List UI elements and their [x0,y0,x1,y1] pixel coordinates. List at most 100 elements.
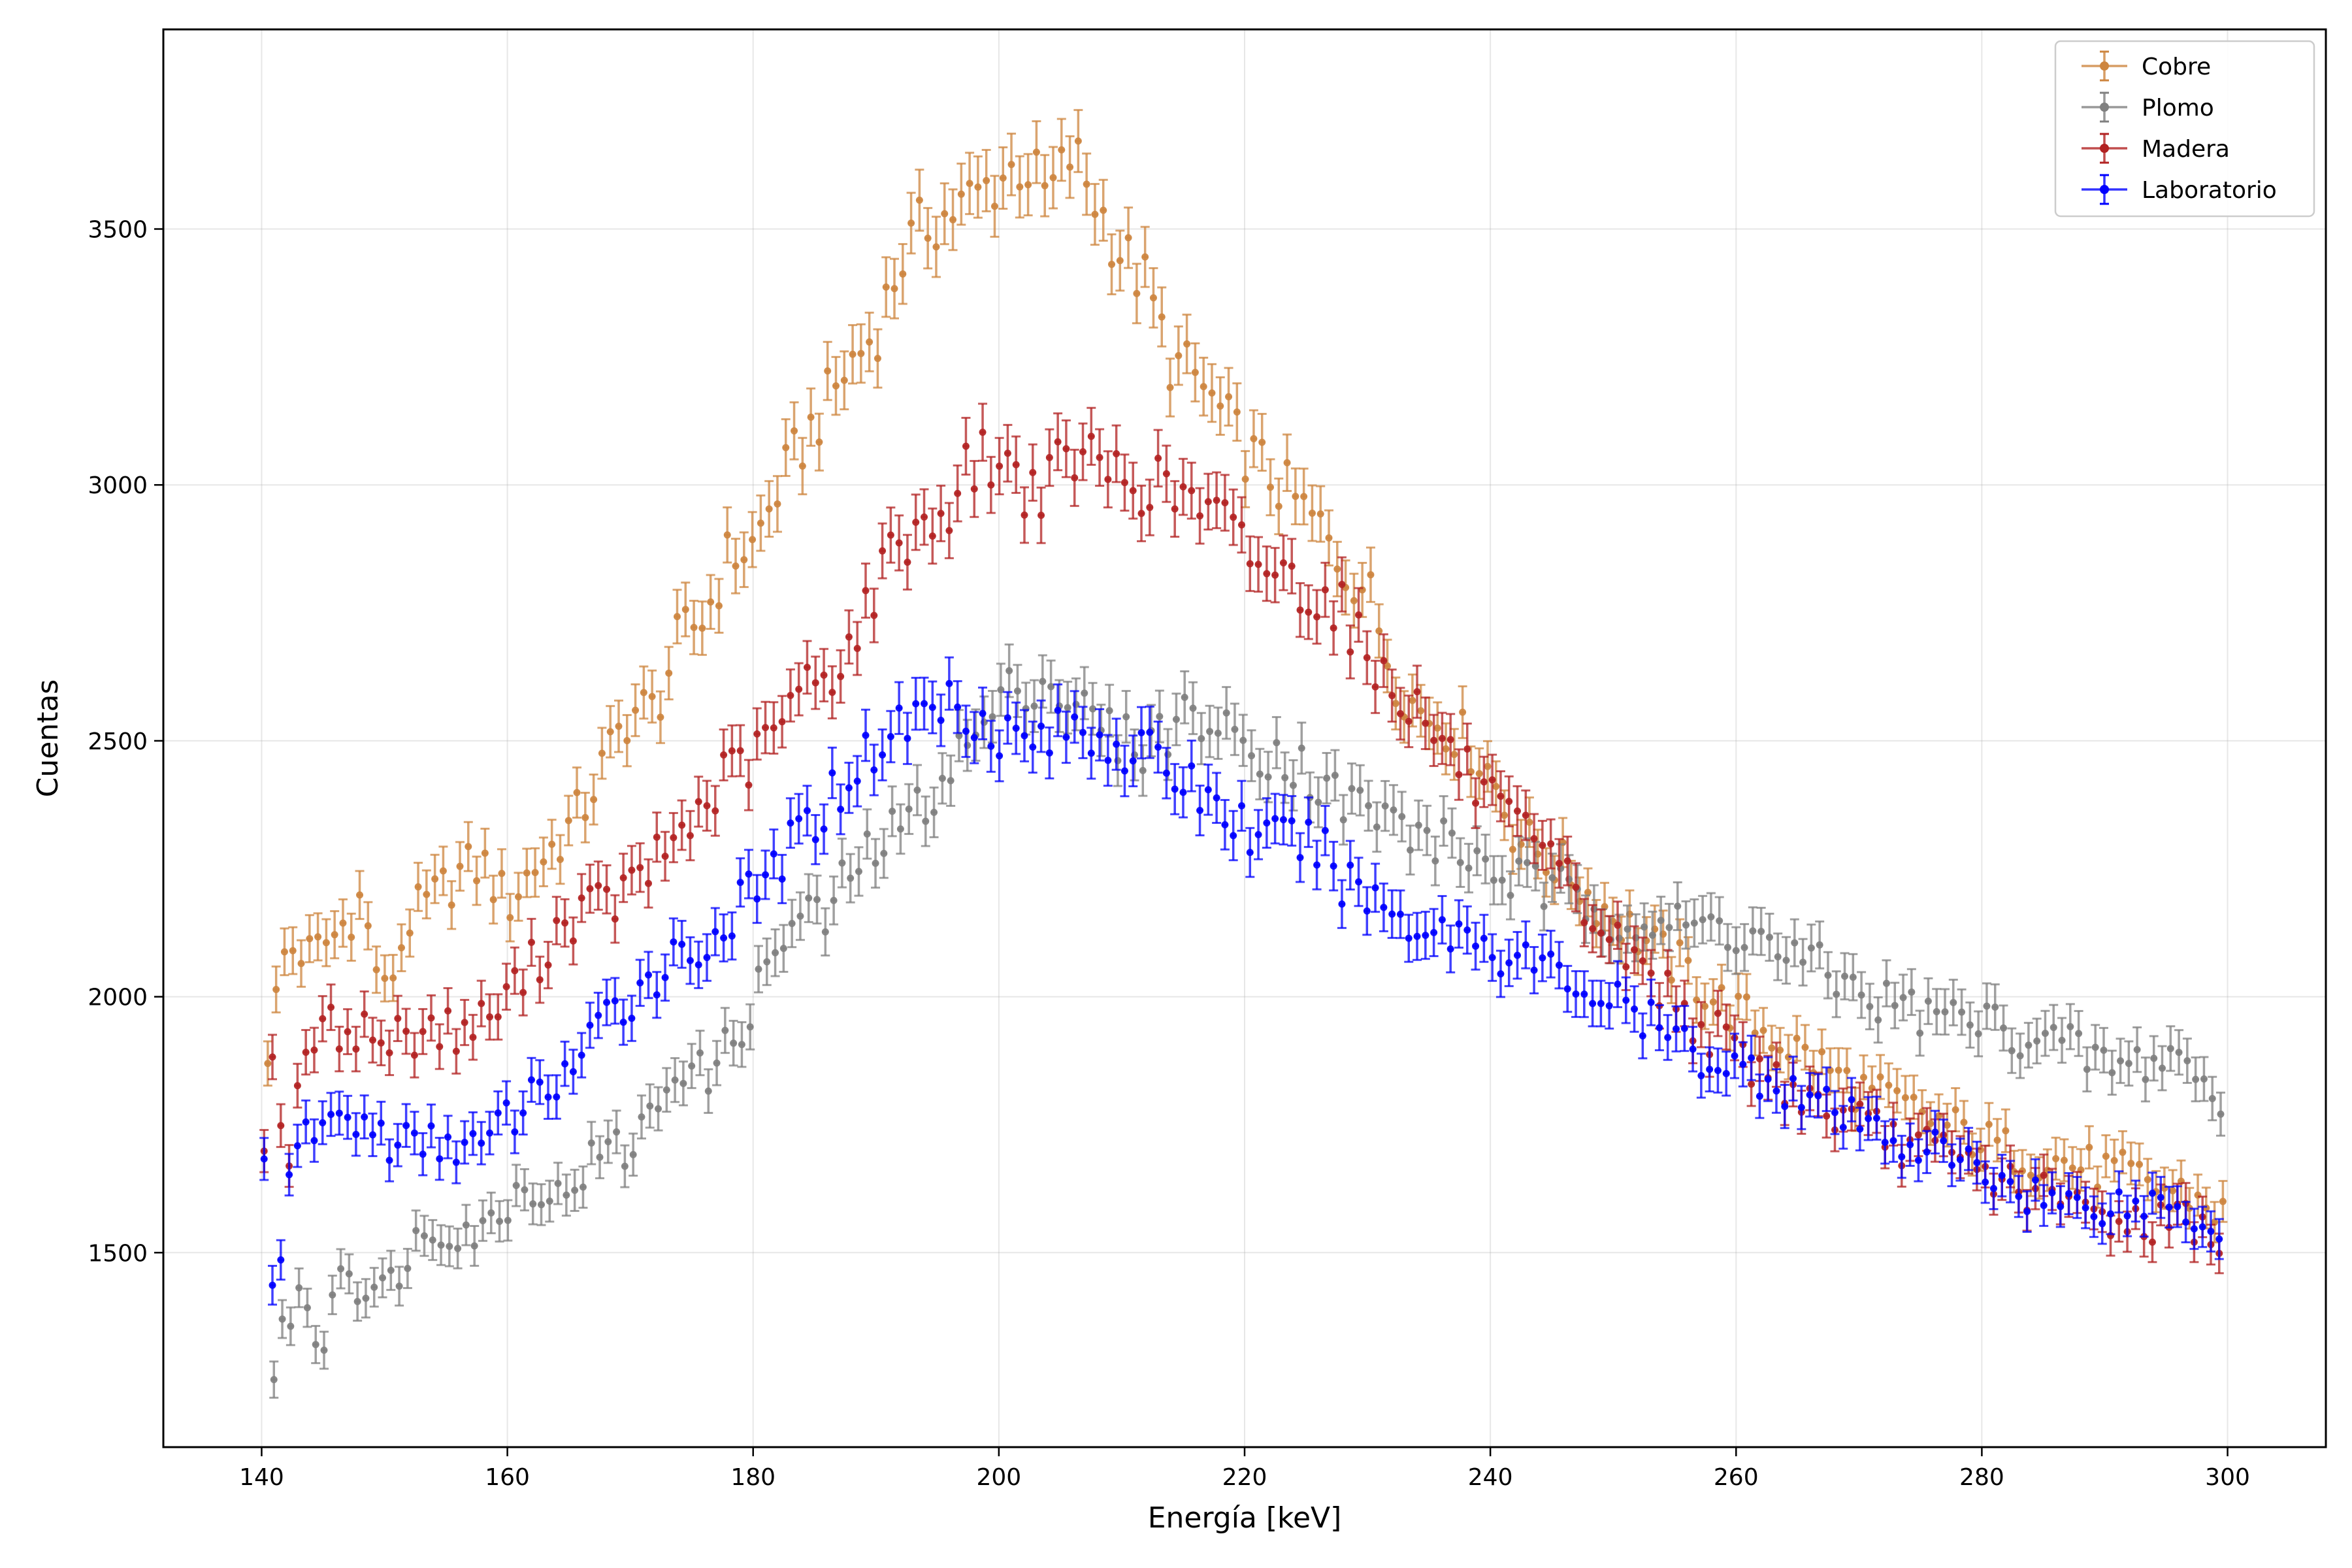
data-point [770,850,777,858]
data-point [983,176,990,184]
data-point [1791,939,1799,947]
data-point [795,815,803,823]
data-point [395,1282,403,1290]
data-point [1991,1004,1999,1011]
data-point [1965,1145,1972,1153]
data-point [2102,1152,2110,1160]
data-point [335,1045,343,1053]
data-point [2052,1154,2060,1162]
data-point [1430,928,1438,936]
data-point [1049,174,1057,182]
data-point [1371,884,1379,892]
data-point [1526,819,1533,826]
data-point [720,751,728,759]
data-point [302,1118,310,1126]
data-point [1714,1009,1722,1017]
data-point [1371,683,1379,691]
data-point [1807,944,1815,952]
data-point [1179,789,1187,796]
data-point [2040,1171,2048,1179]
data-point [870,612,878,619]
data-point [2023,1207,2031,1215]
data-point [462,1221,470,1229]
data-point [811,679,819,687]
data-point [679,1079,687,1087]
data-point [2000,1024,2008,1032]
data-point [2148,1189,2156,1197]
data-point [1484,762,1492,770]
data-point [412,1227,420,1235]
data-point [431,875,439,883]
data-point [937,717,945,725]
data-point [1146,728,1154,736]
data-point [1029,743,1037,751]
data-point [1405,717,1413,725]
data-point [1120,767,1128,775]
data-point [2148,1238,2156,1246]
data-point [295,1284,303,1292]
data-point [661,973,669,981]
data-point [487,1209,495,1217]
data-point [772,949,779,956]
data-point [1974,1030,1982,1037]
data-point [2041,1030,2049,1037]
data-point [370,1283,378,1291]
data-point [711,928,719,936]
data-point [1776,1046,1784,1054]
data-point [1264,773,1272,781]
data-point [595,882,602,890]
data-point [813,896,821,904]
data-point [1472,799,1480,807]
data-point [1323,774,1331,782]
data-point [414,883,422,890]
data-point [949,216,957,223]
data-point [845,633,853,641]
data-point [2117,1057,2125,1065]
data-point [1465,864,1473,872]
data-point [1233,408,1241,416]
data-point [879,751,887,759]
data-point [1146,504,1154,512]
data-point [2008,1047,2016,1054]
data-point [302,1049,310,1056]
data-point [1258,438,1266,446]
data-point [1263,819,1271,827]
data-point [1572,883,1580,891]
data-point [548,840,556,848]
data-point [1024,181,1032,189]
data-point [1456,858,1464,866]
data-point [1407,846,1414,854]
data-point [1213,794,1220,802]
data-point [1039,678,1047,685]
data-point [322,939,330,947]
data-point [1956,1156,1964,1164]
data-point [1071,713,1079,721]
data-point [402,1028,410,1036]
data-point [1171,505,1179,513]
data-point [314,933,322,941]
data-point [335,1109,343,1117]
data-point [2132,1197,2140,1205]
data-point [924,235,932,242]
data-point [1455,771,1463,779]
data-point [1784,1053,1792,1061]
data-point [996,462,1004,470]
data-point [686,956,694,964]
legend-marker [2100,144,2109,153]
data-point [807,413,815,421]
data-point [1906,1141,1914,1149]
data-point [504,1217,512,1224]
data-point [880,849,888,857]
data-point [1682,921,1690,929]
data-point [1656,1024,1663,1032]
data-point [521,1186,529,1194]
data-point [738,1041,745,1049]
data-point [1392,700,1399,708]
data-point [536,976,544,984]
data-point [1104,757,1112,764]
data-point [895,539,903,547]
data-point [1748,1054,1756,1062]
data-point [1910,1093,1918,1101]
data-point [319,1119,327,1126]
data-point [945,679,953,687]
